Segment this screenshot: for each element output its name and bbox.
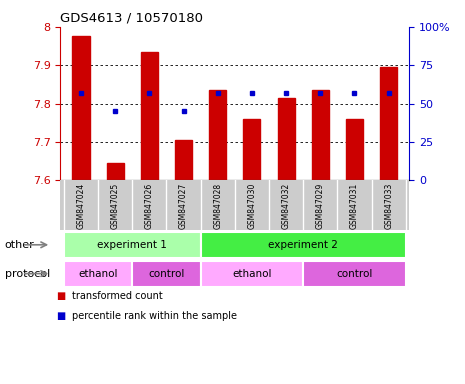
Text: GSM847033: GSM847033 xyxy=(384,183,393,229)
Text: GDS4613 / 10570180: GDS4613 / 10570180 xyxy=(60,11,204,24)
Bar xyxy=(106,163,124,180)
Bar xyxy=(209,90,226,180)
Text: ethanol: ethanol xyxy=(78,268,118,279)
Text: experiment 2: experiment 2 xyxy=(268,240,338,250)
Bar xyxy=(380,67,397,180)
Bar xyxy=(73,36,89,180)
Text: control: control xyxy=(148,268,185,279)
Bar xyxy=(243,119,260,180)
Bar xyxy=(141,52,158,180)
Text: GSM847029: GSM847029 xyxy=(316,183,325,229)
Text: experiment 1: experiment 1 xyxy=(97,240,167,250)
Text: percentile rank within the sample: percentile rank within the sample xyxy=(72,311,237,321)
Text: ■: ■ xyxy=(56,311,65,321)
Bar xyxy=(64,261,132,286)
Text: transformed count: transformed count xyxy=(72,291,163,301)
Bar xyxy=(312,90,329,180)
Text: GSM847024: GSM847024 xyxy=(76,183,86,229)
Bar xyxy=(132,261,200,286)
Text: GSM847031: GSM847031 xyxy=(350,183,359,229)
Bar xyxy=(278,98,295,180)
Bar xyxy=(346,119,363,180)
Text: GSM847032: GSM847032 xyxy=(282,183,291,229)
Text: GSM847030: GSM847030 xyxy=(247,183,256,229)
Text: ethanol: ethanol xyxy=(232,268,272,279)
Text: GSM847025: GSM847025 xyxy=(111,183,120,229)
Text: ■: ■ xyxy=(56,291,65,301)
Text: GSM847027: GSM847027 xyxy=(179,183,188,229)
Bar xyxy=(175,140,192,180)
Bar xyxy=(303,261,406,286)
Text: other: other xyxy=(5,240,34,250)
Bar xyxy=(64,232,200,258)
Text: GSM847026: GSM847026 xyxy=(145,183,154,229)
Text: control: control xyxy=(336,268,372,279)
Bar xyxy=(60,180,409,230)
Text: protocol: protocol xyxy=(5,268,50,279)
Bar xyxy=(200,232,406,258)
Text: GSM847028: GSM847028 xyxy=(213,183,222,229)
Bar xyxy=(200,261,303,286)
